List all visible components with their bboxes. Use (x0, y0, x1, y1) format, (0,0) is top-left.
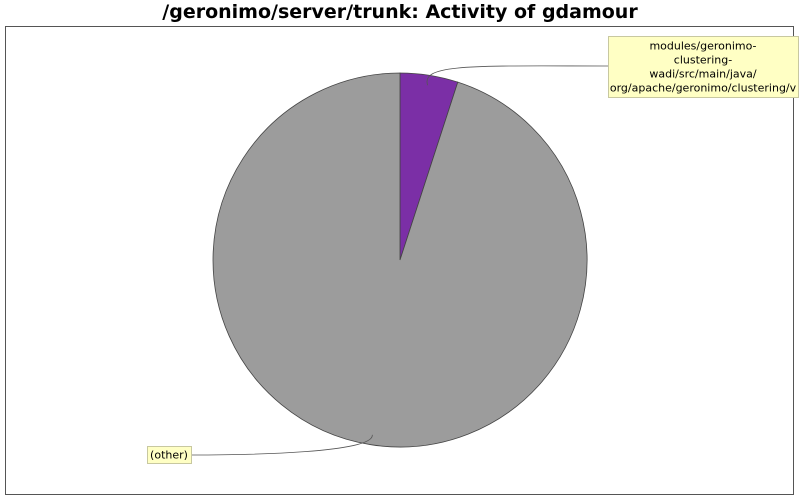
leader-line-1 (190, 434, 373, 456)
slice-label-0-line-0: modules/geronimo- (649, 40, 756, 53)
slice-label-1-line-0: (other) (150, 449, 188, 462)
leader-line-0 (426, 65, 609, 86)
slice-label-box-0 (608, 36, 799, 98)
slice-label-box-1 (147, 446, 192, 464)
chart-title: /geronimo/server/trunk: Activity of gdam… (162, 1, 638, 23)
slice-label-0-line-1: clustering- (674, 54, 732, 67)
pie-slice-1 (212, 72, 588, 448)
slice-label-0-line-3: org/apache/geronimo/clustering/v (610, 82, 797, 95)
slice-label-0-line-2: wadi/src/main/java/ (649, 68, 756, 81)
